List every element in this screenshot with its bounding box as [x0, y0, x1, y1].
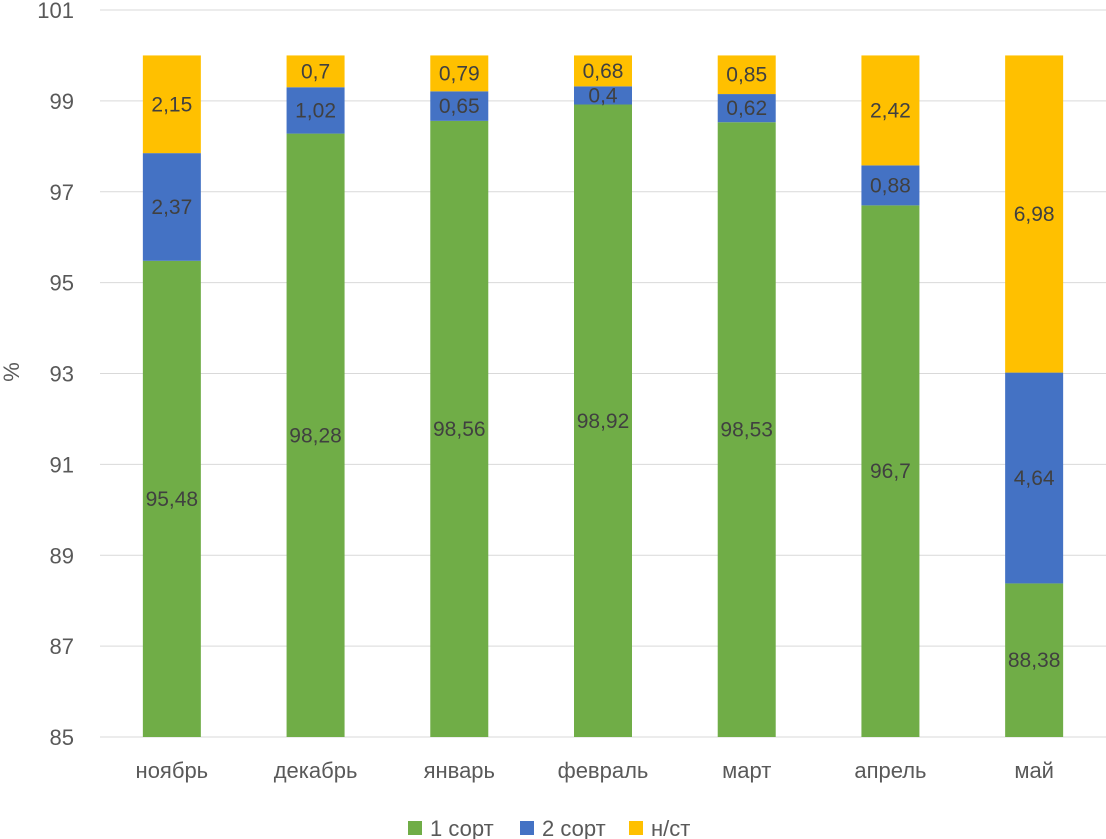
- data-label: 88,38: [1008, 649, 1061, 672]
- x-category-label: апрель: [854, 758, 926, 783]
- bar-segment: [142, 260, 201, 737]
- data-label: 96,7: [870, 460, 911, 483]
- legend-swatch: [629, 821, 643, 835]
- data-label: 98,53: [720, 419, 773, 442]
- data-label: 4,64: [1014, 467, 1055, 490]
- data-label: 0,7: [301, 60, 330, 83]
- bar-segment: [717, 55, 776, 95]
- y-axis-ticks: 85 87 89 91 93 95 97 99 101: [37, 0, 74, 750]
- legend-item: н/ст: [629, 816, 690, 839]
- data-labels: 95,48 2,37 2,15 98,28 1,02 0,7 98,56 0,65 0,79 98…: [146, 60, 1061, 672]
- data-label: 0,4: [588, 84, 618, 107]
- bar-segment: [430, 55, 489, 92]
- bar-segment: [861, 165, 920, 206]
- data-label: 98,92: [577, 410, 630, 433]
- bar-segment: [430, 91, 489, 121]
- legend-label: 1 сорт: [430, 816, 494, 839]
- bar-segment: [574, 104, 632, 737]
- data-label: 1,02: [295, 99, 336, 122]
- legend-label: н/ст: [651, 816, 690, 839]
- legend-item: 1 сорт: [408, 816, 494, 839]
- x-category-label: январь: [424, 758, 495, 783]
- bar-segment: [861, 55, 920, 166]
- legend-item: 2 сорт: [520, 816, 606, 839]
- bar-segment: [286, 87, 345, 134]
- data-label: 0,65: [439, 95, 480, 118]
- bar-segment: [574, 55, 632, 87]
- data-label: 98,56: [433, 418, 486, 441]
- data-label: 2,42: [870, 99, 911, 122]
- data-label: 6,98: [1014, 203, 1055, 226]
- y-tick-label: 101: [37, 0, 74, 23]
- data-label: 0,88: [870, 174, 911, 197]
- data-label: 2,37: [151, 196, 192, 219]
- data-label: 95,48: [146, 488, 199, 511]
- x-category-label: февраль: [558, 758, 649, 783]
- y-tick-label: 85: [50, 725, 74, 750]
- legend-swatch: [408, 821, 422, 835]
- bar-segment: [1005, 372, 1064, 584]
- bar-segment: [861, 205, 920, 738]
- bar-segment: [142, 153, 201, 261]
- bar-segment: [1005, 583, 1064, 737]
- legend-label: 2 сорт: [542, 816, 606, 839]
- x-category-label: май: [1014, 758, 1054, 783]
- bar-segment: [574, 86, 632, 105]
- data-label: 0,79: [439, 62, 480, 85]
- y-tick-label: 89: [50, 543, 74, 568]
- y-tick-label: 95: [50, 271, 74, 296]
- bar-segment: [717, 94, 776, 123]
- y-tick-label: 87: [50, 634, 74, 659]
- bar-segment: [142, 55, 201, 154]
- y-tick-label: 97: [50, 180, 74, 205]
- legend: 1 сорт 2 сорт н/ст: [408, 816, 690, 839]
- x-axis-categories: ноябрь декабрь январь февраль март апрель май: [136, 758, 1054, 783]
- x-category-label: декабрь: [274, 758, 358, 783]
- bars: [142, 55, 1064, 738]
- data-label: 0,62: [726, 97, 767, 120]
- bar-segment: [430, 120, 489, 738]
- bar-segment: [286, 55, 345, 88]
- legend-swatch: [520, 821, 534, 835]
- y-axis-label: %: [0, 362, 24, 382]
- x-category-label: март: [722, 758, 771, 783]
- bar-segment: [1005, 55, 1064, 373]
- y-tick-label: 91: [50, 452, 74, 477]
- y-tick-label: 99: [50, 89, 74, 114]
- data-label: 2,15: [151, 93, 192, 116]
- bar-segment: [717, 122, 776, 738]
- bar-segment: [286, 133, 345, 738]
- data-label: 98,28: [289, 424, 342, 447]
- x-category-label: ноябрь: [136, 758, 209, 783]
- y-tick-label: 93: [50, 362, 74, 387]
- data-label: 0,68: [583, 60, 624, 83]
- data-label: 0,85: [726, 64, 767, 87]
